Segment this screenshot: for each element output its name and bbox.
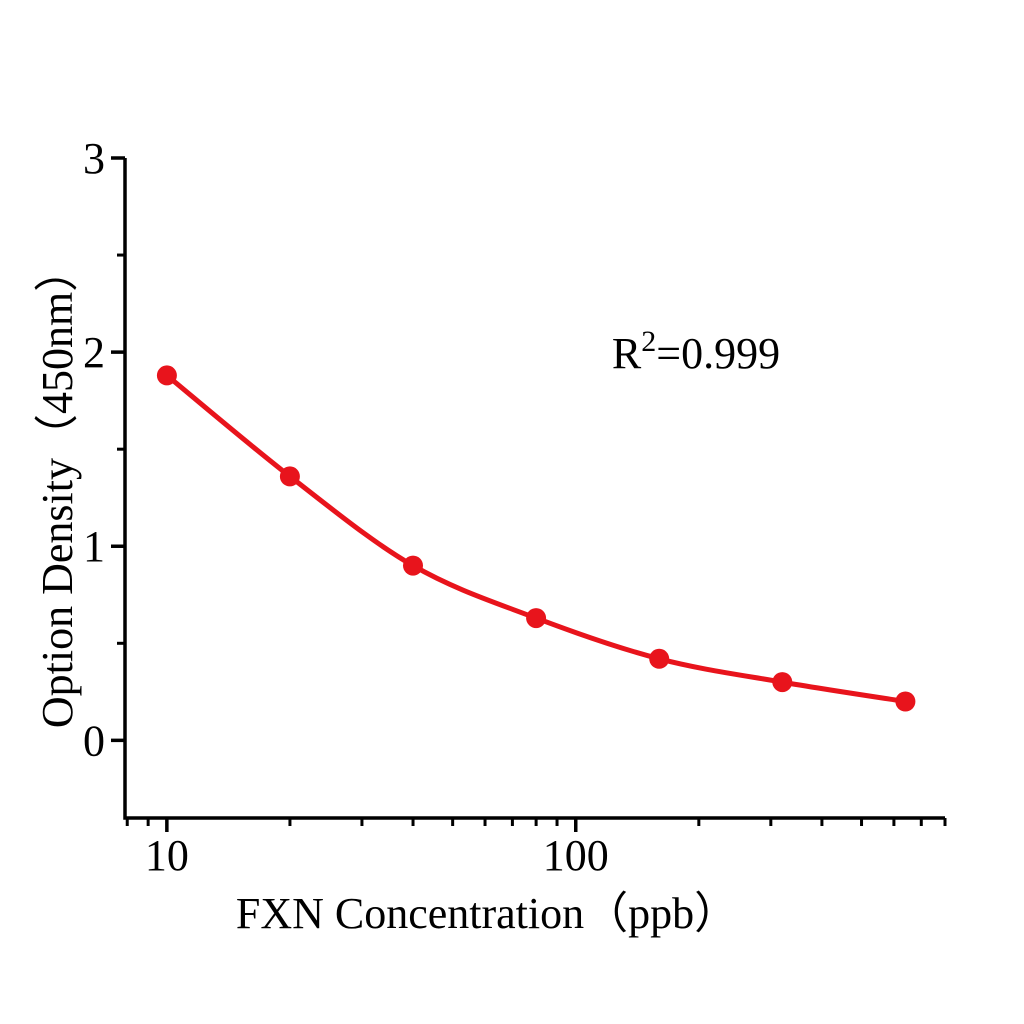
axes	[111, 156, 947, 832]
data-point-marker	[279, 466, 300, 487]
x-axis-title: FXN Concentration（ppb）	[236, 889, 738, 938]
data-point-marker	[895, 691, 916, 712]
fit-curve-line	[164, 372, 908, 704]
r-squared-annotation: R2=0.999	[612, 325, 780, 378]
x-tick-label: 100	[543, 831, 609, 880]
data-point-marker	[403, 555, 423, 576]
y-tick-label: 1	[83, 522, 105, 571]
x-tick-label: 10	[145, 831, 189, 880]
y-axis-title: Option Density（450nm）	[33, 248, 82, 728]
chart-text: 10 100 0 1 2 3 FXN Concentration（ppb） Option De…	[33, 134, 780, 938]
axis-lines	[123, 158, 945, 820]
data-point-marker	[156, 365, 177, 386]
y-tick-label: 0	[83, 716, 105, 765]
series-standard-curve	[156, 365, 916, 712]
r-squared-base: R	[612, 329, 642, 378]
data-point-marker	[649, 648, 670, 669]
data-point-marker	[526, 608, 547, 629]
y-tick-label: 2	[83, 328, 105, 377]
r-squared-superscript: 2	[641, 325, 656, 358]
r-squared-value: =0.999	[656, 329, 780, 378]
y-tick-label: 3	[83, 134, 105, 183]
data-point-marker	[772, 672, 793, 693]
